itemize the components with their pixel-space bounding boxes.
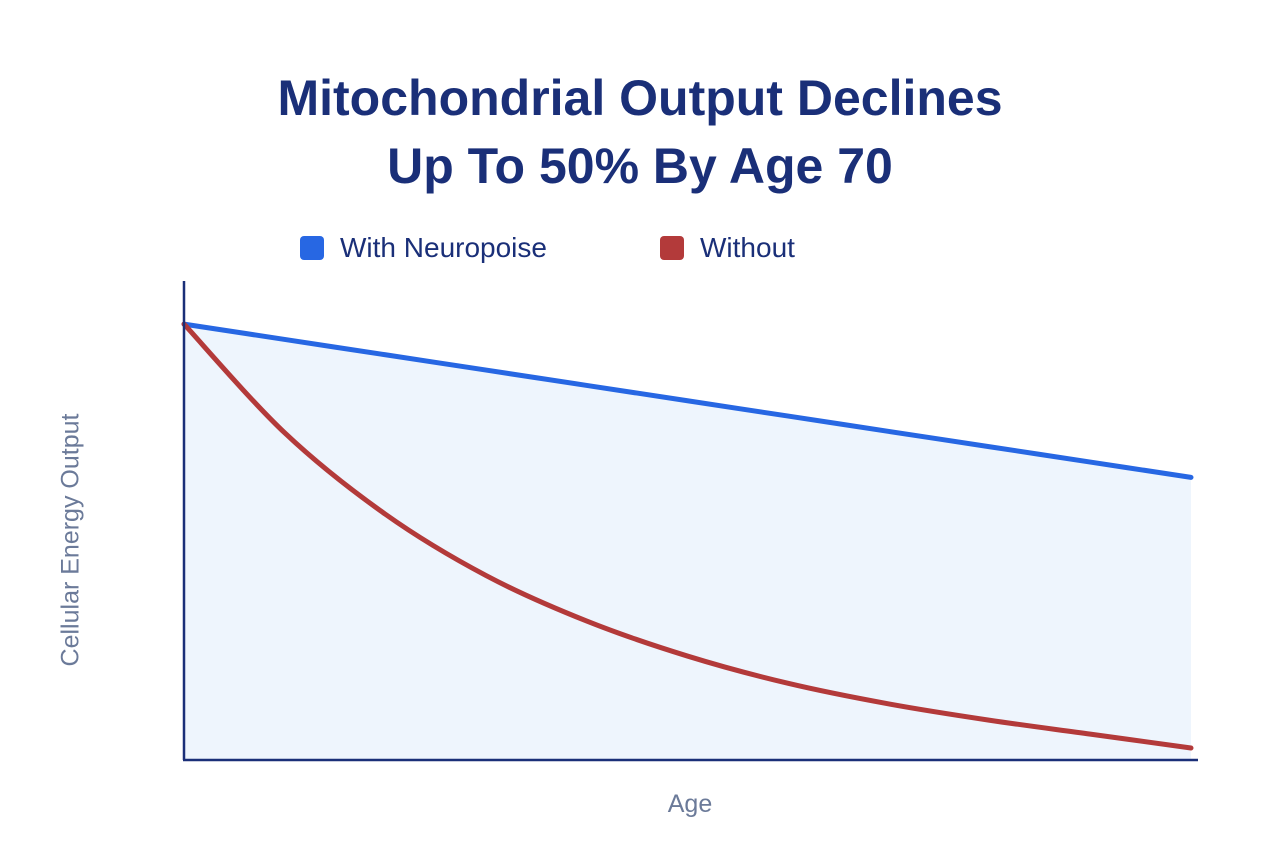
x-axis-label: Age [667,790,713,818]
chart-legend: With Neuropoise Without [0,230,1280,266]
legend-swatch-with-neuropoise [300,236,324,260]
legend-label-with-neuropoise: With Neuropoise [340,232,547,263]
legend-item-with-neuropoise: With Neuropoise [300,230,547,266]
legend-swatch-without [660,236,684,260]
area-fill-under-with-neuropoise [184,324,1191,760]
series-line-without [181,321,1194,751]
legend-item-without: Without [660,230,795,266]
chart-title-line-2: Up To 50% By Age 70 [387,138,893,194]
y-axis-label: Cellular Energy Output [56,413,85,667]
chart-title: Mitochondrial Output Declines Up To 50% … [0,64,1280,200]
legend-label-without: Without [700,232,795,263]
series-line-with-neuropoise [181,321,1194,480]
chart-title-line-1: Mitochondrial Output Declines [277,70,1003,126]
